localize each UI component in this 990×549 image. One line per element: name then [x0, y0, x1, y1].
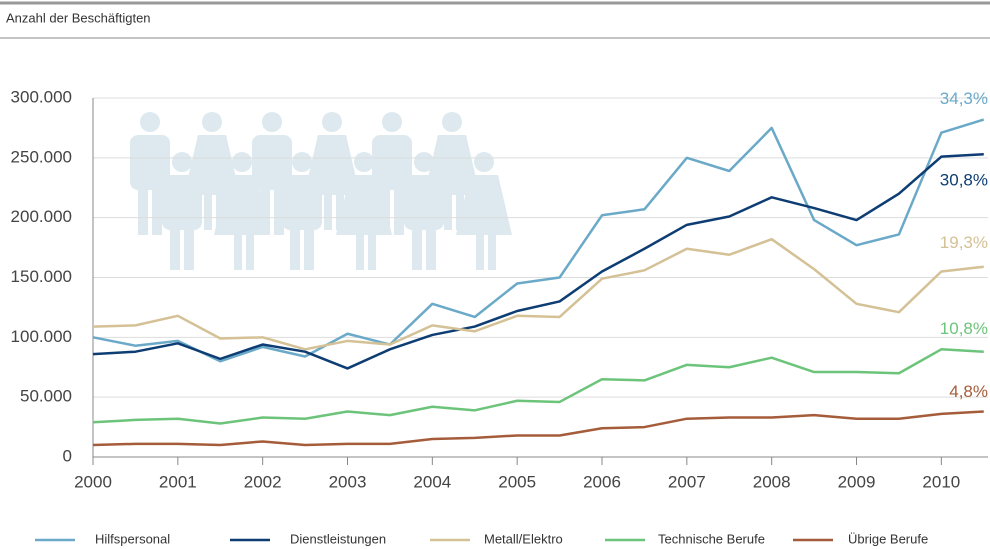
x-tick-label: 2005 — [498, 472, 536, 491]
x-tick-label: 2010 — [922, 472, 960, 491]
y-tick-label: 50.000 — [20, 387, 72, 406]
legend-label: Metall/Elektro — [484, 531, 563, 546]
people-illustration — [130, 112, 512, 270]
y-tick-label: 0 — [63, 446, 72, 465]
legend-label: Technische Berufe — [658, 531, 765, 546]
x-tick-label: 2006 — [583, 472, 621, 491]
series-line — [93, 412, 984, 446]
x-tick-label: 2000 — [74, 472, 112, 491]
end-label: 4,8% — [949, 382, 988, 401]
x-tick-label: 2009 — [838, 472, 876, 491]
end-label: 10,8% — [940, 319, 988, 338]
end-label: 34,3% — [940, 89, 988, 108]
x-tick-label: 2002 — [244, 472, 282, 491]
y-tick-label: 250.000 — [11, 147, 72, 166]
end-label: 19,3% — [940, 233, 988, 252]
x-tick-label: 2003 — [329, 472, 367, 491]
y-tick-label: 150.000 — [11, 267, 72, 286]
x-tick-label: 2004 — [413, 472, 451, 491]
y-tick-label: 200.000 — [11, 207, 72, 226]
y-tick-label: 100.000 — [11, 327, 72, 346]
x-tick-label: 2001 — [159, 472, 197, 491]
x-tick-label: 2007 — [668, 472, 706, 491]
end-label: 30,8% — [940, 171, 988, 190]
y-tick-label: 300.000 — [11, 87, 72, 106]
legend-label: Übrige Berufe — [848, 531, 928, 546]
legend-label: Dienstleistungen — [290, 531, 386, 546]
legend-label: Hilfspersonal — [95, 531, 170, 546]
series-line — [93, 239, 984, 349]
chart-title: Anzahl der Beschäftigten — [6, 10, 151, 25]
chart: Anzahl der Beschäftigten 0 50.000 100.000 1… — [0, 0, 990, 549]
x-tick-label: 2008 — [753, 472, 791, 491]
